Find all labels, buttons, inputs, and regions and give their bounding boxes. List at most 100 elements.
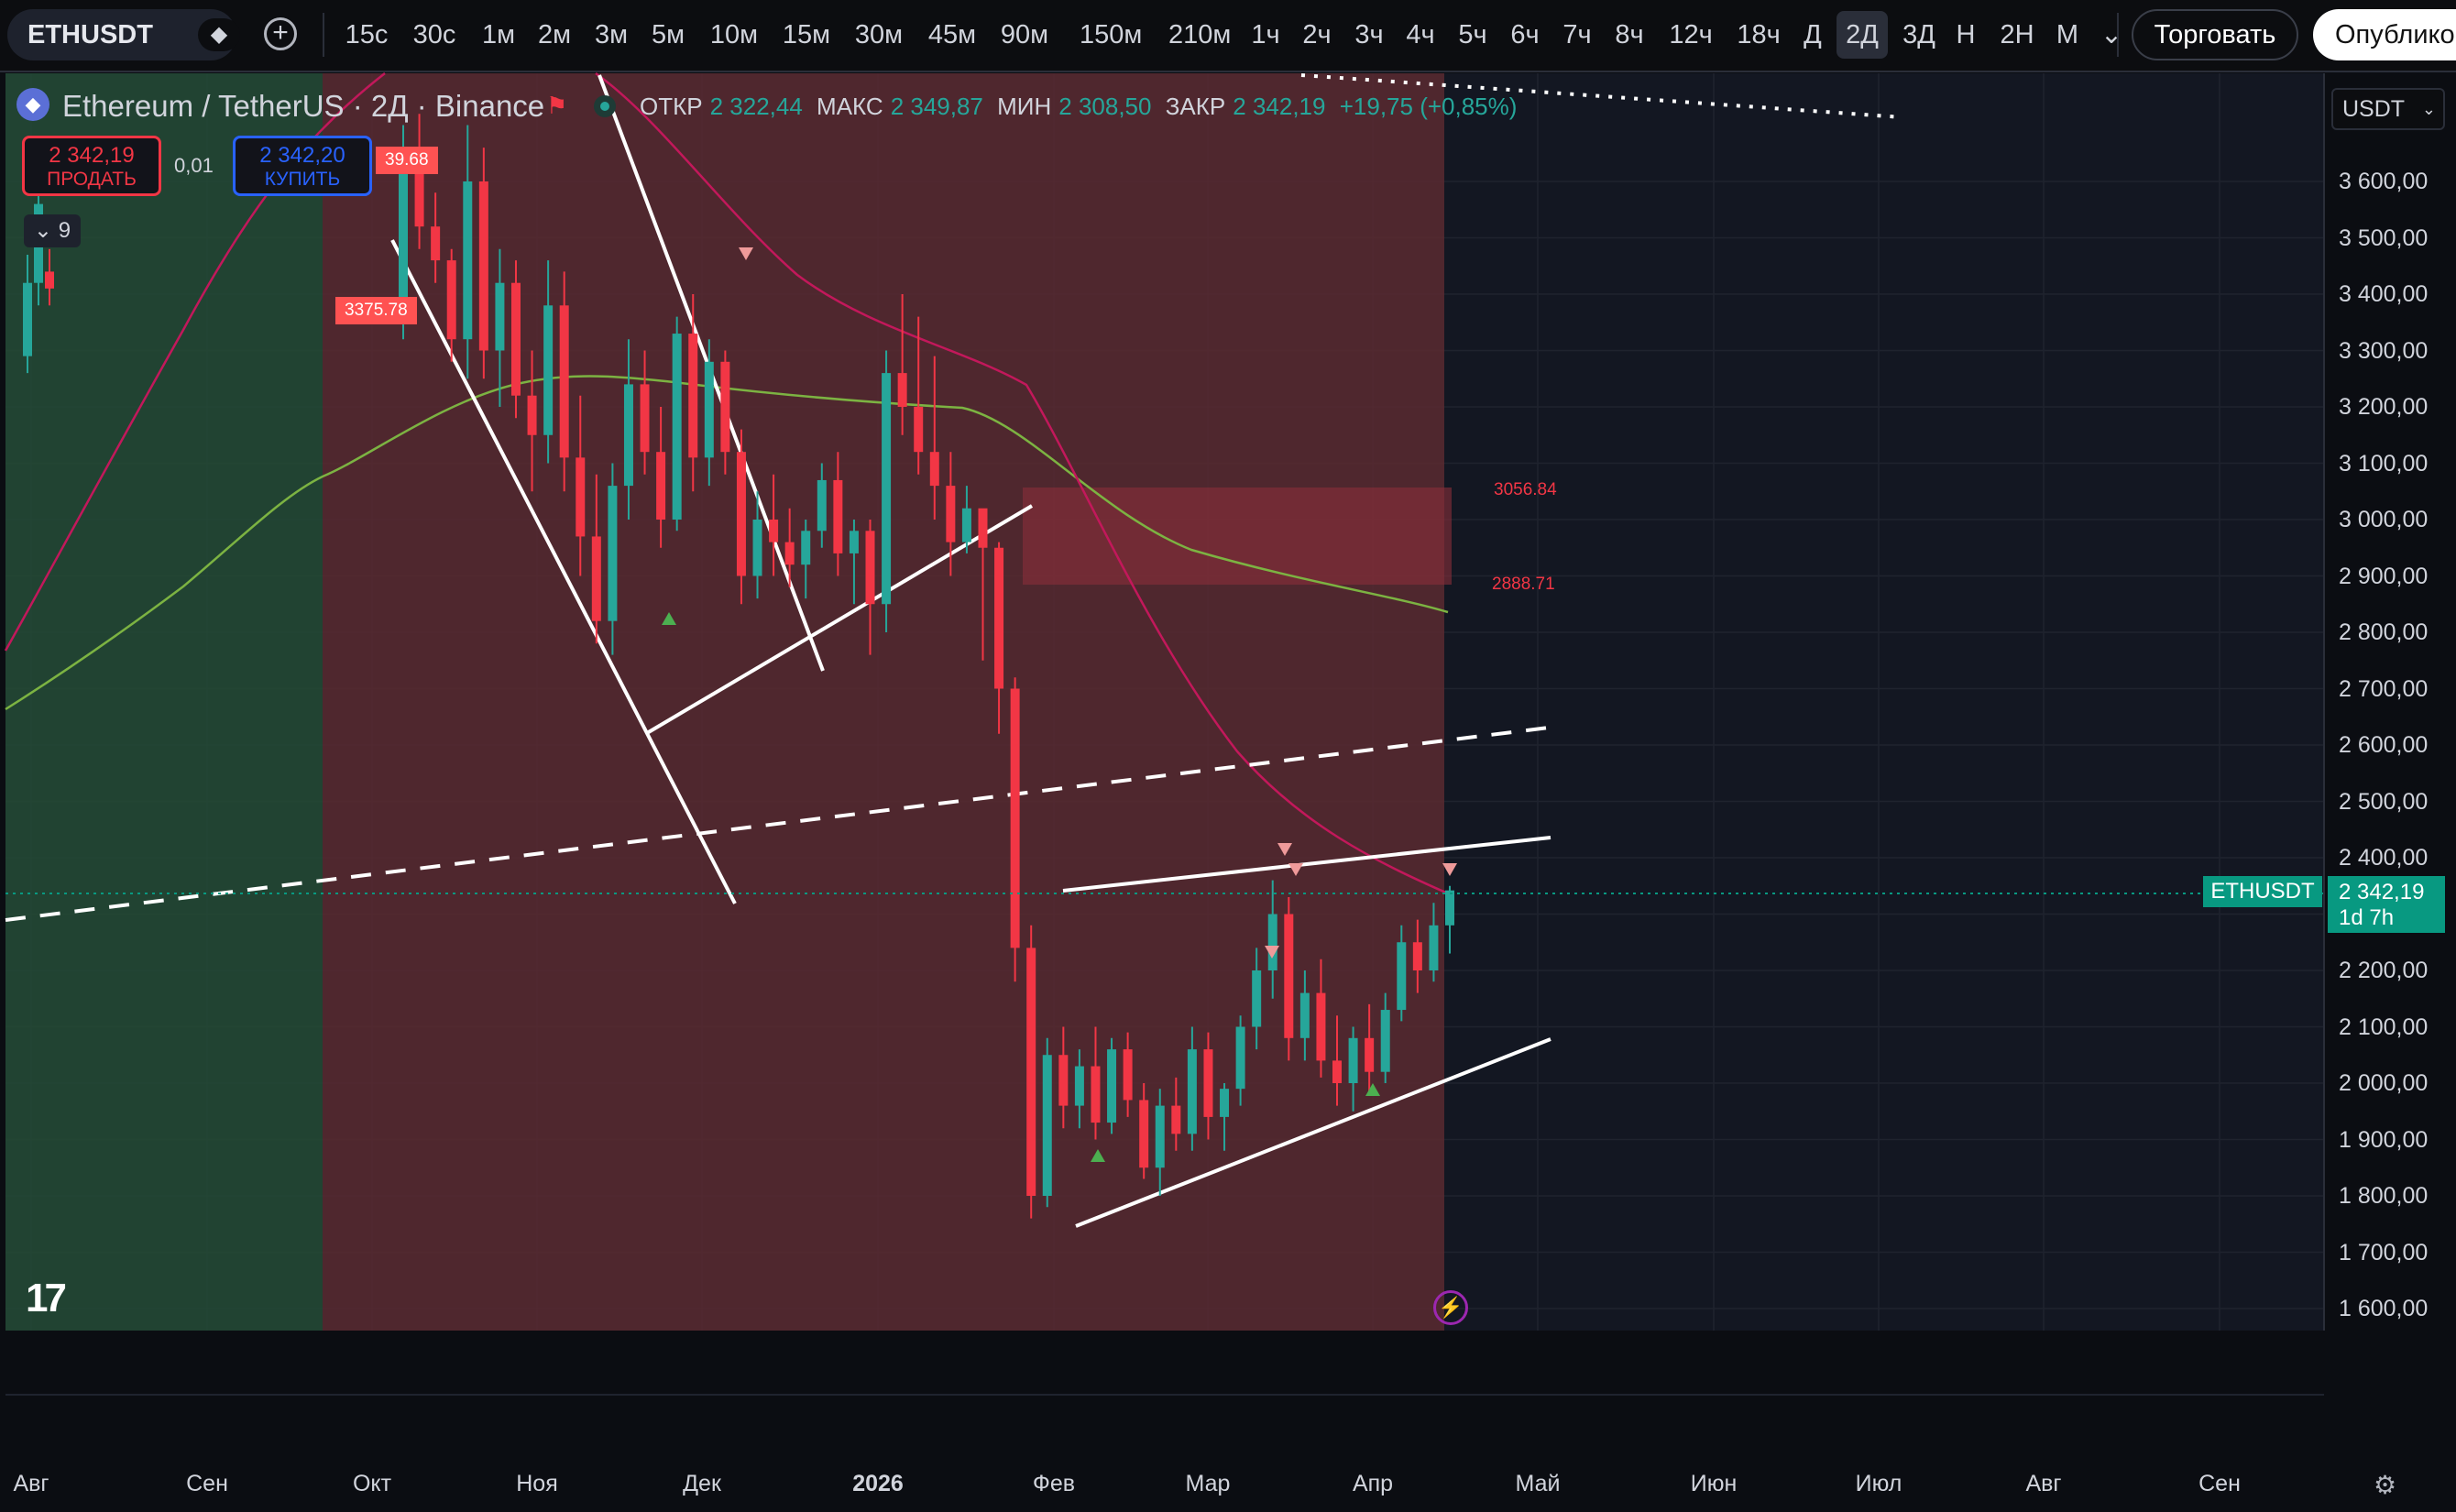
candle-body[interactable] xyxy=(576,457,586,537)
candle-body[interactable] xyxy=(897,373,907,407)
buy-button[interactable]: 2 342,20 КУПИТЬ xyxy=(233,136,372,196)
publish-button[interactable]: Опублико xyxy=(2313,9,2456,60)
interval-12[interactable]: 210м xyxy=(1168,20,1232,49)
interval-25[interactable]: 3Д xyxy=(1902,20,1935,49)
interval-3[interactable]: 2м xyxy=(537,20,572,49)
candle-body[interactable] xyxy=(1107,1049,1117,1123)
candle-body[interactable] xyxy=(1042,1055,1052,1196)
interval-18[interactable]: 6ч xyxy=(1510,20,1540,49)
dashed-trendline[interactable] xyxy=(5,726,1550,922)
interval-19[interactable]: 7ч xyxy=(1562,20,1592,49)
interval-22[interactable]: 18ч xyxy=(1737,20,1781,49)
candle-body[interactable] xyxy=(720,361,730,453)
candle-body[interactable] xyxy=(1348,1037,1358,1083)
candle-body[interactable] xyxy=(929,452,939,487)
symbol-search[interactable]: ETHUSDT ◆ xyxy=(7,9,240,60)
candle-body[interactable] xyxy=(946,486,956,542)
candle-body[interactable] xyxy=(1252,970,1262,1027)
diamond-icon[interactable]: ◆ xyxy=(198,18,240,51)
candle-body[interactable] xyxy=(431,226,441,261)
lightning-icon[interactable]: ⚡ xyxy=(1433,1290,1468,1325)
interval-28[interactable]: М xyxy=(2056,20,2079,49)
channel-line-left[interactable] xyxy=(390,239,737,904)
candle-body[interactable] xyxy=(882,373,892,605)
market-status-icon[interactable] xyxy=(594,95,616,117)
candle-body[interactable] xyxy=(495,282,505,351)
interval-27[interactable]: 2Н xyxy=(2000,20,2034,49)
flag-icon[interactable]: ⚑ xyxy=(546,92,568,119)
interval-15[interactable]: 3ч xyxy=(1354,20,1384,49)
candle-body[interactable] xyxy=(1010,688,1020,948)
candle-body[interactable] xyxy=(1332,1060,1343,1083)
candle-body[interactable] xyxy=(478,181,488,351)
flag-line[interactable] xyxy=(645,504,1034,735)
symbol-description[interactable]: Ethereum / TetherUS · 2Д · Binance xyxy=(62,89,545,123)
interval-20[interactable]: 8ч xyxy=(1615,20,1644,49)
wedge-top-line[interactable] xyxy=(1062,836,1551,893)
interval-11[interactable]: 150м xyxy=(1080,20,1143,49)
candle-body[interactable] xyxy=(1026,948,1036,1196)
candle-body[interactable] xyxy=(1171,1105,1181,1134)
candle-body[interactable] xyxy=(1267,914,1277,971)
interval-10[interactable]: 90м xyxy=(1000,20,1049,49)
candle-body[interactable] xyxy=(527,395,537,435)
interval-16[interactable]: 4ч xyxy=(1406,20,1435,49)
candle-body[interactable] xyxy=(1187,1049,1197,1134)
interval-14[interactable]: 2ч xyxy=(1302,20,1332,49)
candle-body[interactable] xyxy=(656,452,666,520)
candle-body[interactable] xyxy=(510,282,521,396)
candle-body[interactable] xyxy=(752,520,762,576)
candle-body[interactable] xyxy=(704,361,714,458)
candle-body[interactable] xyxy=(849,531,859,553)
candle-body[interactable] xyxy=(833,479,843,553)
interval-17[interactable]: 5ч xyxy=(1458,20,1487,49)
candle-body[interactable] xyxy=(1058,1055,1069,1106)
candle-body[interactable] xyxy=(1299,992,1310,1038)
candle-body[interactable] xyxy=(23,282,32,356)
wedge-bottom-line[interactable] xyxy=(1075,1037,1551,1228)
candle-body[interactable] xyxy=(1397,942,1407,1011)
candle-body[interactable] xyxy=(914,407,924,453)
candle-body[interactable] xyxy=(1123,1049,1133,1101)
candle-body[interactable] xyxy=(1220,1089,1230,1117)
candle-body[interactable] xyxy=(399,170,408,317)
candle-body[interactable] xyxy=(1380,1010,1390,1072)
candle-body[interactable] xyxy=(961,508,971,542)
interval-26[interactable]: Н xyxy=(1956,20,1976,49)
candle-body[interactable] xyxy=(559,305,569,458)
candle-body[interactable] xyxy=(608,486,618,621)
candle-body[interactable] xyxy=(672,334,682,520)
candle-body[interactable] xyxy=(640,384,650,453)
interval-24[interactable]: 2Д xyxy=(1837,11,1888,59)
sell-button[interactable]: 2 342,19 ПРОДАТЬ xyxy=(22,136,161,196)
candle-body[interactable] xyxy=(1074,1066,1084,1106)
candle-body[interactable] xyxy=(1235,1026,1245,1090)
interval-21[interactable]: 12ч xyxy=(1669,20,1713,49)
candle-body[interactable] xyxy=(736,452,746,576)
candle-body[interactable] xyxy=(543,305,554,435)
currency-select[interactable]: USDT ⌄ xyxy=(2331,88,2445,130)
interval-23[interactable]: Д xyxy=(1804,20,1822,49)
candle-body[interactable] xyxy=(1445,890,1454,926)
interval-5[interactable]: 5м xyxy=(651,20,685,49)
candle-body[interactable] xyxy=(1155,1105,1165,1168)
candle-body[interactable] xyxy=(784,542,795,565)
interval-1[interactable]: 30с xyxy=(412,20,456,49)
candle-body[interactable] xyxy=(994,547,1004,689)
candle-body[interactable] xyxy=(446,260,456,340)
interval-7[interactable]: 15м xyxy=(782,20,831,49)
interval-13[interactable]: 1ч xyxy=(1251,20,1280,49)
interval-4[interactable]: 3м xyxy=(594,20,629,49)
candle-body[interactable] xyxy=(1316,992,1326,1061)
candle-body[interactable] xyxy=(414,170,424,227)
interval-0[interactable]: 15с xyxy=(345,20,389,49)
candle-body[interactable] xyxy=(1365,1037,1375,1072)
dotted-trendline[interactable] xyxy=(1300,73,1903,119)
candle-body[interactable] xyxy=(1429,925,1439,970)
interval-8[interactable]: 30м xyxy=(854,20,904,49)
candle-body[interactable] xyxy=(978,508,988,548)
add-symbol-icon[interactable]: + xyxy=(264,17,297,50)
candle-body[interactable] xyxy=(688,334,698,458)
candle-body[interactable] xyxy=(623,384,633,487)
